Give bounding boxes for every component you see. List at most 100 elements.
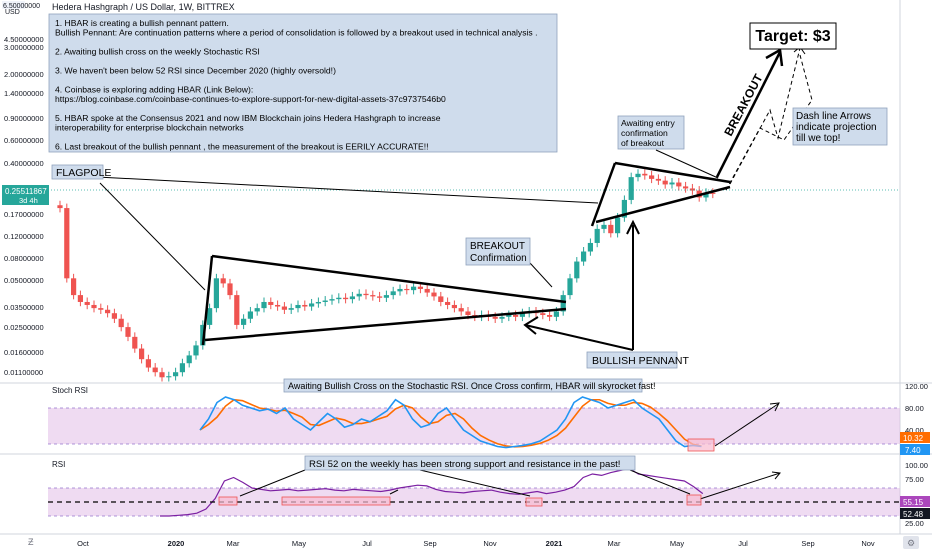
rsi-scale[interactable]: 100.00 75.00 25.00 — [905, 461, 928, 528]
candle-body — [608, 224, 614, 234]
settings-gear-glyph: ⚙ — [907, 538, 915, 548]
time-tick-label: Jul — [362, 539, 372, 548]
dash-line-box[interactable] — [792, 107, 888, 146]
candle-body — [254, 308, 260, 312]
stoch-k-value: 10.32 — [903, 434, 924, 443]
candle-body — [465, 311, 471, 315]
pole1 — [201, 255, 214, 346]
breakout-confirm-box[interactable] — [465, 237, 531, 266]
candle-body — [431, 292, 437, 297]
time-tick-label: Sep — [801, 539, 814, 548]
pennant2-upper — [614, 161, 731, 184]
candle-body — [417, 286, 423, 289]
candle-body — [581, 251, 587, 262]
top-value: 6.50000000 — [3, 3, 40, 10]
candle-body — [628, 177, 634, 200]
rsi-box-4 — [686, 494, 702, 506]
awaiting-entry-pointer — [655, 149, 719, 179]
rsi-ma-value: 55.15 — [903, 498, 924, 507]
time-tick-label: Sep — [423, 539, 436, 548]
currency-label: USD — [5, 9, 20, 16]
pennant1-upper — [211, 254, 567, 304]
candle-body — [451, 304, 457, 309]
time-tick-label: May — [292, 539, 306, 548]
flagpole-box[interactable] — [51, 164, 104, 180]
awaiting-entry-box[interactable] — [617, 115, 685, 150]
rsi-arrow-out — [699, 472, 781, 500]
awaiting-entry-line1: Awaiting entry — [621, 118, 676, 128]
breakout-confirm-line1: BREAKOUT — [470, 241, 525, 252]
awaiting-entry-line3: of breakout — [621, 138, 665, 148]
candle-body — [560, 295, 566, 312]
stoch-label: Stoch RSI — [52, 386, 88, 395]
rsi-label: RSI — [52, 460, 65, 469]
rsi-arrow-out-head — [771, 471, 781, 480]
candle-body — [404, 288, 410, 291]
candle-body — [71, 278, 77, 296]
candle-body — [411, 286, 417, 291]
stoch-d-tag — [900, 432, 930, 443]
rsi-tag — [900, 508, 930, 519]
candle-body — [683, 186, 689, 189]
candle-body — [261, 301, 267, 309]
notes-line: 2. Awaiting bullish cross on the weekly … — [55, 47, 260, 57]
candle-body — [247, 311, 253, 319]
candle-body — [370, 295, 376, 297]
candles-layer — [57, 169, 716, 382]
candle-body — [179, 363, 185, 373]
candle-body — [84, 301, 90, 305]
price-tick-label: 0.01100000 — [4, 368, 43, 377]
candle-body — [601, 224, 607, 229]
stoch-k-tag — [900, 444, 930, 455]
stoch-banner-label: Awaiting Bullish Cross on the Stochastic… — [288, 381, 655, 391]
bullish-pennant-box[interactable] — [586, 351, 678, 369]
candle-body — [499, 316, 505, 319]
candle-body — [662, 180, 668, 185]
candle-body — [594, 228, 600, 243]
stoch-banner-box[interactable] — [283, 378, 643, 393]
notes-text: 1. HBAR is creating a bullish pennant pa… — [55, 18, 538, 152]
target-box[interactable] — [749, 22, 837, 50]
pennant2-lower — [595, 185, 731, 224]
candle-body — [132, 336, 138, 349]
rsi-ptr-2 — [389, 489, 399, 495]
symbol-title[interactable]: Hedera Hashgraph / US Dollar, 1W, BITTRE… — [52, 2, 235, 12]
notes-line: 1. HBAR is creating a bullish pennant pa… — [55, 18, 229, 28]
stoch-layer — [199, 396, 702, 449]
candle-body — [152, 367, 158, 373]
candle-body — [676, 182, 682, 187]
stoch-scale[interactable]: 120.00 80.00 40.00 — [905, 382, 928, 435]
candle-body — [363, 293, 369, 296]
time-tick-label: Oct — [77, 539, 90, 548]
rsi-box-3 — [525, 497, 543, 507]
candle-body — [424, 288, 430, 293]
candle-body — [98, 308, 104, 310]
candle-body — [356, 293, 362, 297]
flagpole-label: FLAGPOLE — [56, 167, 111, 179]
time-tick-label: 2020 — [168, 539, 185, 548]
candle-body — [574, 261, 580, 279]
notes-line: 4. Coinbase is exploring adding HBAR (Li… — [55, 85, 253, 95]
rsi-layer — [160, 467, 704, 517]
timezone-icon[interactable]: Ƶ — [28, 537, 34, 547]
stoch-tick-label: 120.00 — [905, 382, 928, 391]
candle-body — [506, 314, 512, 317]
settings-gear-icon[interactable] — [903, 536, 919, 549]
time-tick-label: Nov — [483, 539, 497, 548]
drawings — [48, 46, 900, 507]
notes-line: 3. We haven't been below 52 RSI since De… — [55, 66, 336, 76]
candle-body — [145, 359, 151, 368]
candle-body — [587, 242, 593, 252]
notes-line — [55, 104, 57, 114]
flagpole-line — [96, 176, 599, 204]
price-tick-label: 0.05000000 — [4, 276, 44, 285]
time-scale[interactable]: Oct 2020 Mar May Jul Sep Nov 2021 Mar May Jul Sep No… — [77, 539, 875, 548]
rsi-banner-box[interactable] — [304, 455, 636, 471]
candle-body — [383, 295, 389, 298]
candle-body — [513, 314, 519, 317]
notes-box[interactable] — [48, 13, 558, 153]
breakout-arrow-line — [715, 51, 782, 178]
candle-body — [710, 192, 716, 194]
